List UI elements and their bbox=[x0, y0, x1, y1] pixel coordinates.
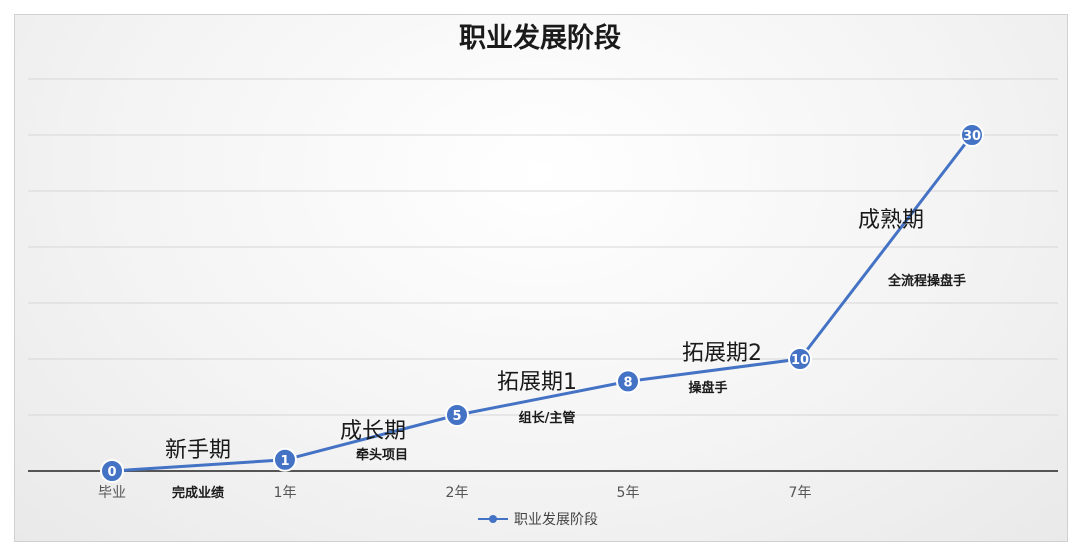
x-tick-label: 毕业 bbox=[98, 485, 126, 501]
data-label: 10 bbox=[791, 353, 809, 368]
data-point bbox=[960, 123, 984, 147]
data-point bbox=[788, 347, 812, 371]
stage-name: 成长期 bbox=[340, 419, 406, 444]
data-point bbox=[273, 447, 297, 472]
data-point bbox=[100, 459, 124, 483]
stage-description: 操盘手 bbox=[688, 380, 727, 396]
stage-description: 全流程操盘手 bbox=[887, 273, 966, 289]
legend-label: 职业发展阶段 bbox=[514, 512, 598, 528]
stage-description: 牵头项目 bbox=[356, 447, 408, 463]
stage-description: 组长/主管 bbox=[519, 410, 576, 426]
data-label: 30 bbox=[963, 129, 981, 144]
data-point bbox=[445, 403, 469, 427]
stage-description: 完成业绩 bbox=[172, 485, 224, 501]
stage-name: 成熟期 bbox=[858, 208, 924, 233]
stage-name: 拓展期1 bbox=[497, 370, 577, 395]
legend: 职业发展阶段 bbox=[478, 508, 628, 530]
chart-area bbox=[14, 14, 1068, 542]
x-tick-label: 2年 bbox=[446, 485, 469, 501]
data-label: 8 bbox=[623, 375, 632, 390]
data-label: 0 bbox=[107, 465, 116, 480]
series-line bbox=[111, 134, 974, 473]
x-tick-label: 5年 bbox=[617, 485, 640, 501]
legend-line-marker bbox=[478, 515, 508, 523]
data-point bbox=[616, 369, 640, 394]
x-tick-label: 7年 bbox=[789, 485, 812, 501]
data-label: 1 bbox=[280, 454, 289, 469]
x-tick-label: 1年 bbox=[274, 485, 297, 501]
data-label: 5 bbox=[452, 409, 461, 424]
stage-name: 拓展期2 bbox=[682, 341, 762, 366]
chart-title: 职业发展阶段 bbox=[459, 23, 621, 54]
stage-name: 新手期 bbox=[165, 438, 231, 463]
